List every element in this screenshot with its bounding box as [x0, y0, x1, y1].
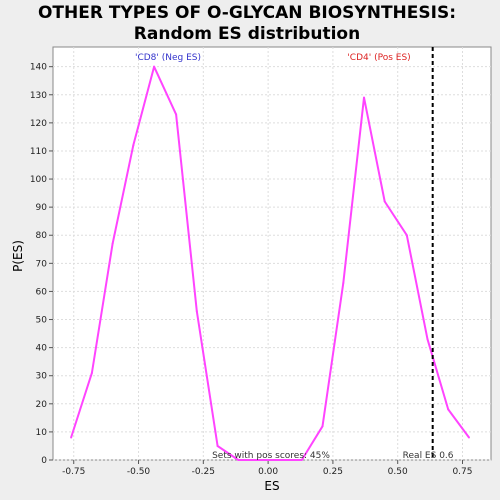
y-tick-label: 80: [36, 231, 48, 241]
y-tick-label: 50: [36, 316, 48, 326]
y-tick-label: 20: [36, 400, 48, 410]
data-point: [383, 200, 386, 203]
x-tick-label: -0.25: [192, 467, 215, 477]
pos-es-label: 'CD4' (Pos ES): [347, 53, 410, 63]
data-point: [426, 338, 429, 341]
y-tick-label: 140: [30, 63, 47, 73]
data-point: [111, 242, 114, 245]
y-tick-label: 60: [36, 287, 48, 297]
neg-es-label: 'CD8' (Neg ES): [135, 53, 201, 63]
data-point: [70, 436, 73, 439]
y-tick-label: 100: [30, 175, 47, 185]
data-point: [363, 96, 366, 99]
y-tick-label: 120: [30, 119, 47, 129]
data-point: [195, 310, 198, 313]
data-point: [132, 144, 135, 147]
x-tick-label: 0.25: [323, 467, 343, 477]
data-point: [216, 444, 219, 447]
data-point: [175, 113, 178, 116]
x-tick-label: -0.50: [127, 467, 151, 477]
data-point: [447, 408, 450, 411]
data-point: [405, 234, 408, 237]
x-tick-label: 0.75: [452, 467, 472, 477]
es-distribution-line: [70, 65, 470, 461]
data-point: [342, 282, 345, 284]
y-tick-label: 40: [36, 344, 48, 354]
data-point: [300, 459, 303, 461]
x-tick-label: 0.00: [258, 467, 278, 477]
x-tick-label: 0.50: [388, 467, 408, 477]
data-point: [467, 436, 470, 439]
plot-area: [52, 46, 492, 461]
chart-title-line-2: Random ES distribution: [134, 24, 360, 44]
y-tick-label: 0: [41, 456, 47, 466]
y-tick-label: 30: [36, 372, 48, 382]
pos-scores-note: Sets with pos scores: 45%: [212, 451, 330, 461]
y-tick-label: 90: [36, 203, 48, 213]
data-point: [237, 459, 240, 461]
x-tick-label: -0.75: [62, 467, 85, 477]
series-layer: [70, 65, 470, 461]
data-point: [153, 65, 156, 68]
y-tick-label: 70: [36, 259, 48, 269]
data-point: [90, 371, 93, 374]
y-axis-label: P(ES): [11, 240, 25, 272]
data-point: [321, 425, 324, 428]
x-axis-label: ES: [264, 479, 279, 493]
real-es-label: Real ES 0.6: [403, 451, 454, 461]
y-tick-label: 110: [30, 147, 47, 157]
chart-title-line-1: OTHER TYPES OF O-GLYCAN BIOSYNTHESIS:: [38, 3, 456, 23]
y-tick-label: 10: [36, 428, 48, 438]
y-tick-label: 130: [30, 91, 47, 101]
axes: 0 10 20 30 40 50 60 70 80 90 100 110 120 130 140 -0.75 -…: [30, 63, 473, 477]
